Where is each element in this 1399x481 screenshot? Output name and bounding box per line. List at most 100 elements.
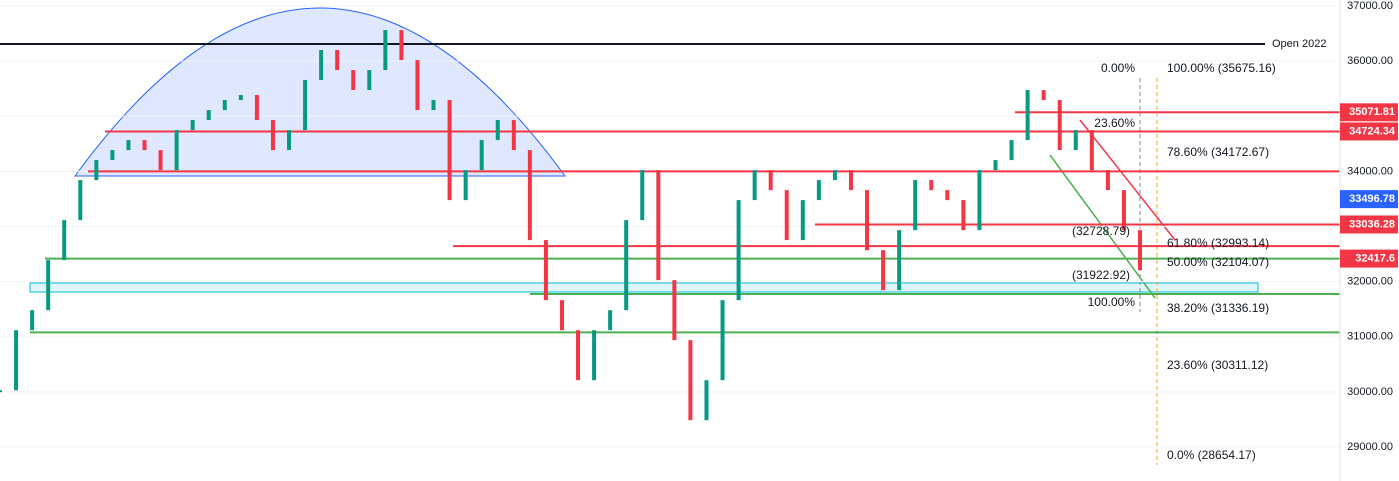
price-bar (736, 200, 741, 301)
price-bar (527, 150, 532, 241)
fib-label: 100.00% (35675.16) (1167, 61, 1276, 75)
price-bar (238, 95, 243, 101)
price-bar (865, 190, 870, 251)
price-bar (303, 80, 308, 131)
open-label: Open 2022 (1272, 38, 1326, 50)
price-bar (832, 170, 837, 181)
fib-label: 0.00% (1101, 61, 1135, 75)
price-bar (270, 120, 275, 151)
fib-label: 78.60% (34172.67) (1167, 145, 1269, 159)
price-label: 35071.81 (1349, 106, 1395, 118)
price-bar (206, 110, 211, 121)
price-bar (158, 150, 163, 171)
price-bar (993, 160, 998, 171)
price-bar (543, 240, 548, 301)
price-bar (287, 130, 292, 151)
price-bar (62, 220, 67, 261)
y-tick-label: 37000.00 (1347, 0, 1393, 12)
price-bar (351, 70, 356, 91)
y-tick-label: 31000.00 (1347, 331, 1393, 343)
price-bar (816, 180, 821, 201)
price-bar (1073, 130, 1078, 151)
price-bar (977, 170, 982, 231)
price-bar (784, 190, 789, 241)
price-box (1340, 215, 1398, 234)
price-bar (576, 330, 581, 381)
price-bar (495, 120, 500, 141)
price-bar (592, 330, 597, 381)
price-bar (1025, 90, 1030, 141)
price-bar (174, 130, 179, 171)
price-bar (559, 300, 564, 331)
price-bar (463, 170, 468, 201)
price-bar (768, 170, 773, 191)
y-tick-label: 32000.00 (1347, 276, 1393, 288)
price-bar (800, 200, 805, 241)
cup-arc (74, 7, 566, 177)
price-label: 32417.6 (1355, 253, 1395, 265)
price-bar (720, 300, 725, 381)
price-bar (30, 310, 35, 331)
fib-label: 100.00% (1088, 295, 1136, 309)
price-bar (897, 230, 902, 291)
price-bar (14, 330, 19, 391)
price-bar (1041, 90, 1046, 101)
price-bar (656, 170, 661, 281)
price-bar (447, 100, 452, 201)
price-bar (1057, 100, 1062, 151)
fib-label: 38.20% (31336.19) (1167, 301, 1269, 315)
price-bar (1121, 190, 1126, 231)
fib-label: 50.00% (32104.07) (1167, 255, 1269, 269)
price-bar (94, 160, 99, 181)
price-label: 33036.28 (1349, 218, 1395, 230)
price-bar (399, 30, 404, 61)
y-tick-label: 34000.00 (1347, 165, 1393, 177)
price-bar (1089, 130, 1094, 171)
price-bar (688, 340, 693, 421)
fib-label: (31922.92) (1072, 268, 1130, 282)
fib-label: 23.60% (1094, 116, 1135, 130)
price-bar (126, 140, 131, 151)
price-bar (1138, 230, 1142, 271)
fib-label: 0.0% (28654.17) (1167, 448, 1256, 462)
price-bar (945, 190, 950, 201)
fib-label: 61.80% (32993.14) (1167, 236, 1269, 250)
price-box (1340, 103, 1398, 122)
price-bar (415, 60, 420, 111)
y-tick-label: 36000.00 (1347, 55, 1393, 67)
price-bar (848, 170, 853, 191)
price-bar (431, 100, 436, 111)
fib-label: 23.60% (30311.12) (1167, 358, 1268, 372)
price-bar (319, 50, 324, 81)
price-bar (254, 95, 259, 121)
price-label: 33496.78 (1349, 193, 1395, 205)
trend-line (1079, 119, 1176, 241)
price-bar (913, 180, 918, 231)
y-tick-label: 29000.00 (1347, 441, 1393, 453)
price-bar (704, 380, 709, 421)
price-bar (110, 150, 115, 161)
price-box (1340, 122, 1398, 141)
price-bar (1009, 140, 1014, 161)
zone-box (29, 282, 1259, 293)
price-bar (78, 180, 83, 221)
price-box (1340, 190, 1398, 209)
price-bar (961, 200, 966, 231)
price-bar (479, 140, 484, 171)
price-bar (929, 180, 934, 191)
price-bar (335, 50, 340, 71)
price-bar (640, 170, 645, 221)
price-bar (1105, 170, 1110, 191)
fib-label: (32728.79) (1072, 224, 1130, 238)
price-bar (190, 120, 195, 131)
price-bar (624, 220, 629, 311)
price-bar (46, 260, 51, 311)
price-bar (511, 120, 516, 151)
price-bar (752, 170, 757, 201)
y-tick-label: 30000.00 (1347, 386, 1393, 398)
price-box (1340, 249, 1398, 268)
price-label: 34724.34 (1349, 125, 1396, 137)
price-bar (0, 390, 2, 393)
price-bar (222, 100, 227, 111)
